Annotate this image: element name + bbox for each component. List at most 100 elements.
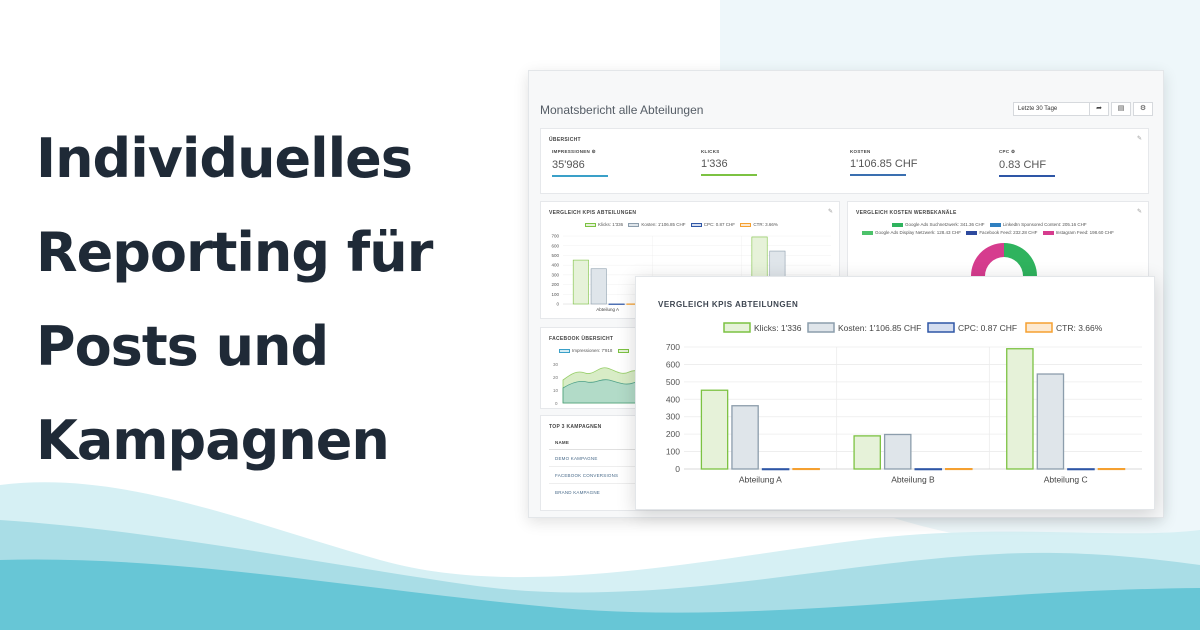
legend-swatch <box>927 322 955 333</box>
date-range-select[interactable]: Letzte 30 Tage <box>1013 102 1091 116</box>
kpi-underline <box>999 175 1055 177</box>
kpi-underline <box>552 175 608 177</box>
legend-swatch <box>1025 322 1053 333</box>
pdf-icon[interactable]: ▤ <box>1111 102 1131 116</box>
headline-line-4: Kampagnen <box>36 409 390 472</box>
kpi-label: IMPRESSIONEN ⚙ <box>552 149 596 154</box>
y-tick-label: 0 <box>675 464 680 474</box>
legend-label: Klicks: 1'336 <box>754 323 802 333</box>
kpi-value: 0.83 CHF <box>999 159 1047 171</box>
bar-4 <box>792 468 820 471</box>
legend-swatch <box>723 322 751 333</box>
dashboard-title: Monatsbericht alle Abteilungen <box>540 103 704 117</box>
kpi-compare-title: VERGLEICH KPIS ABTEILUNGEN <box>549 210 637 216</box>
axis-tick: 10 <box>553 388 559 393</box>
legend-label: Facebook Feed: 232.28 CHF <box>979 230 1038 235</box>
legend-label: Google Ads Display Netzwerk: 128.43 CHF <box>875 230 962 235</box>
donut-slice-pink <box>971 243 1004 276</box>
cost-legend-row-1: Google Ads Suchnetzwerk: 341.36 CHF Link… <box>892 222 1087 227</box>
share-icon[interactable]: ➦ <box>1089 102 1109 116</box>
kpi-impressions: IMPRESSIONEN ⚙ 35'986 <box>552 149 682 177</box>
edit-icon[interactable]: ✎ <box>1136 136 1142 142</box>
kpi-value: 1'106.85 CHF <box>850 158 918 170</box>
bar-1 <box>853 435 881 470</box>
axis-tick: 20 <box>553 375 559 380</box>
legend-swatch <box>690 222 702 227</box>
legend-label: CTR: 3.66% <box>753 222 778 227</box>
overview-title: ÜBERSICHT <box>549 137 581 143</box>
legend-label: CPC: 0.87 CHF <box>703 222 736 227</box>
y-tick-label: 0 <box>556 302 559 307</box>
legend-swatch <box>559 348 570 353</box>
donut-slice-green <box>1004 243 1037 276</box>
x-tick-label: Abteilung B <box>891 475 935 485</box>
bar-3 <box>914 468 943 471</box>
kpi-value: 35'986 <box>552 159 585 171</box>
wave-dark <box>0 559 1200 630</box>
x-tick-label: Abteilung C <box>1044 475 1088 485</box>
y-tick-label: 200 <box>666 429 680 439</box>
divider <box>549 483 659 484</box>
campaign-row[interactable]: BRAND KAMPAGNE <box>555 490 600 495</box>
legend-label: Klicks: 1'336 <box>598 222 624 227</box>
kpi-cpc: CPC ⚙ 0.83 CHF <box>999 149 1129 177</box>
y-tick-label: 100 <box>551 292 559 297</box>
y-tick-label: 300 <box>666 412 680 422</box>
y-tick-label: 700 <box>666 342 680 352</box>
y-tick-label: 500 <box>551 253 559 258</box>
edit-icon[interactable]: ✎ <box>827 209 833 215</box>
axis-tick: 30 <box>553 362 559 367</box>
bar-4 <box>945 468 973 471</box>
legend-swatch <box>807 322 835 333</box>
x-tick-label: Abteilung A <box>739 475 782 485</box>
legend-swatch <box>585 222 596 227</box>
legend-swatch <box>989 222 1001 227</box>
bar-1 <box>572 259 589 305</box>
cost-channel-title: VERGLEICH KOSTEN WERBEKANÄLE <box>856 210 957 216</box>
overview-panel: ÜBERSICHT ✎ IMPRESSIONEN ⚙ 35'986 KLICKS… <box>540 128 1149 194</box>
y-tick-label: 600 <box>666 359 680 369</box>
divider <box>549 449 659 450</box>
settings-icon[interactable]: ⚙ <box>1133 102 1153 116</box>
headline-line-3: Posts und <box>36 315 329 378</box>
kpi-label: CPC ⚙ <box>999 149 1016 154</box>
bar-3 <box>1067 468 1095 471</box>
legend-label: LinkedIn Sponsored Content: 205.16 CHF <box>1002 222 1087 227</box>
bar-1 <box>1006 348 1034 470</box>
bar-3 <box>761 468 790 471</box>
y-tick-label: 400 <box>551 263 559 268</box>
y-tick-label: 400 <box>666 394 680 404</box>
legend-swatch <box>740 222 752 227</box>
kpi-costs: KOSTEN 1'106.85 CHF <box>850 149 980 176</box>
legend-label: CPC: 0.87 CHF <box>958 323 1017 333</box>
kpi-compare-card-title: VERGLEICH KPIS ABTEILUNGEN <box>658 300 799 309</box>
kpi-value: 1'336 <box>701 158 728 170</box>
headline-line-1: Individuelles <box>36 127 413 190</box>
campaign-row[interactable]: DEMO KAMPAGNE <box>555 456 598 461</box>
y-tick-label: 100 <box>666 447 680 457</box>
kpi-clicks: KLICKS 1'336 <box>701 149 831 176</box>
bar-2 <box>1036 373 1065 470</box>
mini-legend: Klicks: 1'336 Kosten: 1'106.85 CHF CPC: … <box>585 222 778 227</box>
legend-label: Instagram Feed: 198.60 CHF <box>1055 230 1114 235</box>
divider <box>549 466 659 467</box>
bar-2 <box>883 433 912 470</box>
headline-line-2: Reporting für <box>36 221 433 284</box>
campaign-row[interactable]: FACEBOOK CONVERSIONS <box>555 473 619 478</box>
legend-swatch <box>892 222 903 227</box>
legend-swatch <box>1042 230 1054 235</box>
kpi-underline <box>850 174 906 176</box>
kpi-label: KOSTEN <box>850 149 871 154</box>
x-tick-label: Abteilung A <box>596 307 619 312</box>
legend-label: Kosten: 1'106.85 CHF <box>838 323 921 333</box>
legend-label: Kosten: 1'106.85 CHF <box>641 222 686 227</box>
edit-icon[interactable]: ✎ <box>1136 209 1142 215</box>
cost-legend-row-2: Google Ads Display Netzwerk: 128.43 CHF … <box>862 230 1114 235</box>
bar-3 <box>608 303 625 306</box>
bar-1 <box>700 389 729 470</box>
bar-2 <box>590 268 607 305</box>
axis-tick: 0 <box>555 401 558 406</box>
legend-swatch <box>966 230 978 235</box>
kpi-label: KLICKS <box>701 149 720 154</box>
kpi-bar-chart: Klicks: 1'336 Kosten: 1'106.85 CHF CPC: 0.… <box>666 322 1142 485</box>
